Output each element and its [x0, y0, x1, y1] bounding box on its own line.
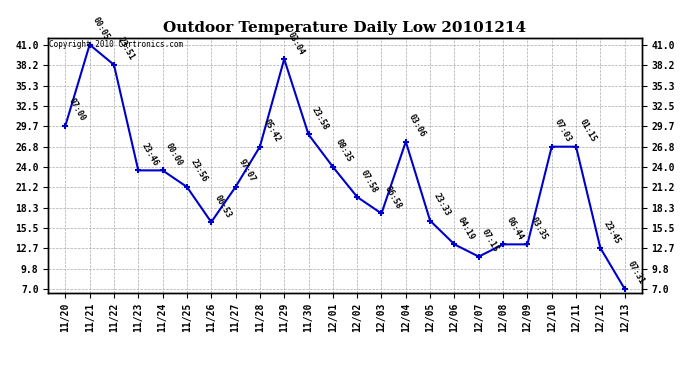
Text: 23:45: 23:45 [602, 219, 622, 245]
Text: 07:00: 07:00 [67, 97, 87, 123]
Text: 07:31: 07:31 [626, 260, 647, 286]
Text: 97:07: 97:07 [237, 158, 257, 184]
Text: 06:58: 06:58 [383, 184, 403, 211]
Text: 23:58: 23:58 [310, 105, 331, 132]
Text: 23:51: 23:51 [115, 36, 136, 62]
Text: 06:53: 06:53 [213, 193, 233, 219]
Text: 23:46: 23:46 [139, 141, 160, 168]
Text: 08:35: 08:35 [334, 138, 355, 164]
Text: Copyright 2010 Cartronics.com: Copyright 2010 Cartronics.com [50, 40, 184, 49]
Text: 05:42: 05:42 [262, 118, 282, 144]
Text: 00:05: 00:05 [91, 16, 111, 42]
Text: 01:15: 01:15 [578, 118, 598, 144]
Text: 07:15: 07:15 [480, 228, 500, 254]
Text: 07:58: 07:58 [359, 168, 379, 194]
Text: 03:06: 03:06 [407, 113, 428, 139]
Text: 23:33: 23:33 [431, 192, 452, 218]
Text: 06:44: 06:44 [504, 216, 525, 242]
Text: 23:56: 23:56 [188, 158, 208, 184]
Title: Outdoor Temperature Daily Low 20101214: Outdoor Temperature Daily Low 20101214 [164, 21, 526, 35]
Text: 03:35: 03:35 [529, 216, 549, 242]
Text: 07:03: 07:03 [553, 118, 573, 144]
Text: 00:00: 00:00 [164, 141, 184, 168]
Text: 03:04: 03:04 [286, 30, 306, 56]
Text: 04:19: 04:19 [456, 216, 476, 242]
